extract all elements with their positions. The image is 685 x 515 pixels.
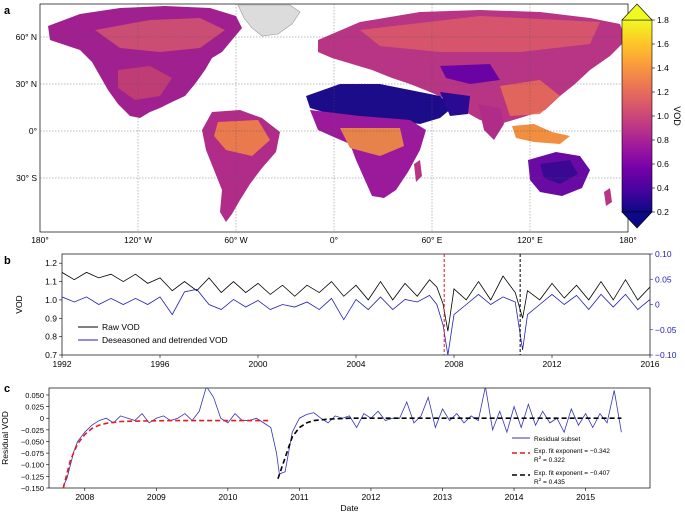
colorbar-label: VOD [672, 106, 682, 126]
latitude-tick-label: 0° [29, 126, 37, 136]
panel-a-label: a [4, 5, 11, 17]
southeast-asia-islands [512, 124, 570, 144]
legend-red-fit-label: Exp. fit exponent = −0.342 [534, 448, 610, 455]
legend-red-r2: R2 = 0.322 [534, 455, 565, 464]
panel-b-y2tick-label: 0.10 [655, 249, 672, 259]
panel-b-xtick-label: 2004 [347, 359, 366, 369]
latitude-tick-label: 60° N [16, 32, 37, 42]
panel-c-xlabel: Date [341, 503, 359, 513]
panel-b-xtick-label: 2012 [543, 359, 562, 369]
new-zealand [604, 188, 612, 206]
madagascar [414, 160, 422, 182]
central-asia-arid-region [440, 64, 500, 84]
panel-b-y2tick-label: −0.10 [655, 350, 677, 360]
panel-c-ytick-label: 0.025 [25, 403, 44, 412]
colorbar-tick-label: 1.8 [657, 15, 669, 25]
panel-b-legend: Raw VOD Deseasoned and detrended VOD [78, 322, 228, 345]
longitude-tick-label: 60° E [422, 235, 443, 245]
panel-c-legend: Residual subset Exp. fit exponent = −0.3… [512, 436, 610, 486]
colorbar-tick-label: 1.0 [657, 111, 669, 121]
panel-c-label: c [4, 383, 10, 395]
colorbar-tick-label: 0.8 [657, 135, 669, 145]
black-exp-fit-line [277, 417, 622, 479]
panel-c-ylabel: Residual VOD [0, 411, 10, 465]
panel-b-chart: 0.7 0.8 0.9 1.0 1.1 1.2 0.10 0.05 0 −0.05 −0.10 199… [14, 249, 677, 369]
siberia-boreal-region [360, 16, 600, 52]
panel-b-ytick-label: 0.9 [45, 313, 57, 323]
legend-raw-label: Raw VOD [102, 322, 140, 332]
legend-residual-label: Residual subset [534, 436, 580, 443]
longitude-tick-label: 0° [330, 235, 338, 245]
arabia-desert-region [440, 92, 470, 116]
legend-deseasoned-label: Deseasoned and detrended VOD [102, 335, 228, 345]
panel-c-frame [48, 387, 651, 489]
panel-b-xtick-label: 2008 [445, 359, 464, 369]
raw-vod-line [62, 271, 650, 332]
panel-c-ytick-label: −0.150 [21, 484, 44, 493]
longitude-tick-label: 180° [619, 235, 637, 245]
panel-b-xtick-label: 2000 [249, 359, 268, 369]
panel-c-xtick-label: 2011 [290, 492, 309, 502]
panel-b-xtick-label: 2016 [641, 359, 660, 369]
map-axes: 60° N 30° N 0° 30° S 180° 120° W 60° W 0° 60° E 1… [16, 3, 637, 245]
canada-boreal-region [95, 18, 225, 52]
panel-c-ytick-label: −0.075 [21, 449, 44, 458]
panel-c-ytick-label: −0.100 [21, 461, 44, 470]
longitude-tick-label: 60° W [224, 235, 247, 245]
latitude-tick-label: 30° N [16, 79, 37, 89]
panel-c-xtick-label: 2009 [147, 492, 166, 502]
panel-b-y2tick-label: 0 [655, 300, 660, 310]
amazon-region [214, 120, 270, 156]
colorbar-tick-label: 1.6 [657, 39, 669, 49]
panel-b-xtick-label: 1996 [151, 359, 170, 369]
panel-c-xtick-label: 2012 [362, 492, 381, 502]
panel-b-y2tick-label: 0.05 [655, 274, 672, 284]
colorbar-tick-label: 0.4 [657, 183, 669, 193]
colorbar-tick-label: 0.6 [657, 159, 669, 169]
panel-c-xtick-label: 2015 [576, 492, 595, 502]
colorbar-tick-label: 1.2 [657, 87, 669, 97]
panel-c-ytick-label: −0.050 [21, 437, 44, 446]
longitude-tick-label: 180° [31, 235, 49, 245]
panel-b-ytick-label: 1.2 [45, 258, 57, 268]
panel-c-ytick-label: −0.025 [21, 426, 44, 435]
panel-b-ytick-label: 0.8 [45, 332, 57, 342]
colorbar-gradient [621, 19, 653, 213]
legend-black-r2: R2 = 0.435 [534, 477, 565, 486]
panel-c-xtick-label: 2010 [218, 492, 237, 502]
panel-c-chart: 0.050 0.025 0 −0.025 −0.050 −0.075 −0.100 −0.12… [0, 387, 651, 513]
colorbar: 1.8 1.6 1.4 1.2 1.0 0.8 0.6 0.4 0.2 VOD [621, 3, 682, 229]
panel-b-ytick-label: 1.0 [45, 295, 57, 305]
deseasoned-vod-line [62, 288, 650, 355]
panel-b-ylabel: VOD [14, 295, 24, 313]
panel-c-xtick-label: 2014 [505, 492, 524, 502]
panel-b-xtick-label: 1992 [53, 359, 72, 369]
panel-c-ytick-label: 0 [40, 414, 44, 423]
congo-region [340, 128, 404, 156]
panel-c-ytick-label: −0.125 [21, 472, 44, 481]
legend-black-fit-label: Exp. fit exponent = −0.407 [534, 470, 610, 477]
panel-b-ytick-label: 0.7 [45, 350, 57, 360]
greenland-landmass [237, 4, 301, 37]
panel-b-y2tick-label: −0.05 [655, 325, 677, 335]
colorbar-tick-label: 1.4 [657, 63, 669, 73]
colorbar-tick-label: 0.2 [657, 207, 669, 217]
residual-line [62, 388, 622, 486]
colorbar-max-arrow [621, 3, 653, 21]
colorbar-min-arrow [621, 211, 653, 229]
panel-c-plot-area [62, 388, 622, 488]
panel-c-xtick-label: 2013 [433, 492, 452, 502]
panel-b-label: b [4, 255, 11, 267]
longitude-tick-label: 120° E [517, 235, 543, 245]
panel-b-plot-area [62, 254, 650, 355]
latitude-tick-label: 30° S [16, 173, 37, 183]
panel-c-xtick-label: 2008 [75, 492, 94, 502]
us-region [118, 66, 172, 100]
panel-c-ytick-label: 0.050 [25, 391, 44, 400]
panel-b-ytick-label: 1.1 [45, 277, 57, 287]
longitude-tick-label: 120° W [124, 235, 152, 245]
red-exp-fit-line [62, 419, 271, 488]
